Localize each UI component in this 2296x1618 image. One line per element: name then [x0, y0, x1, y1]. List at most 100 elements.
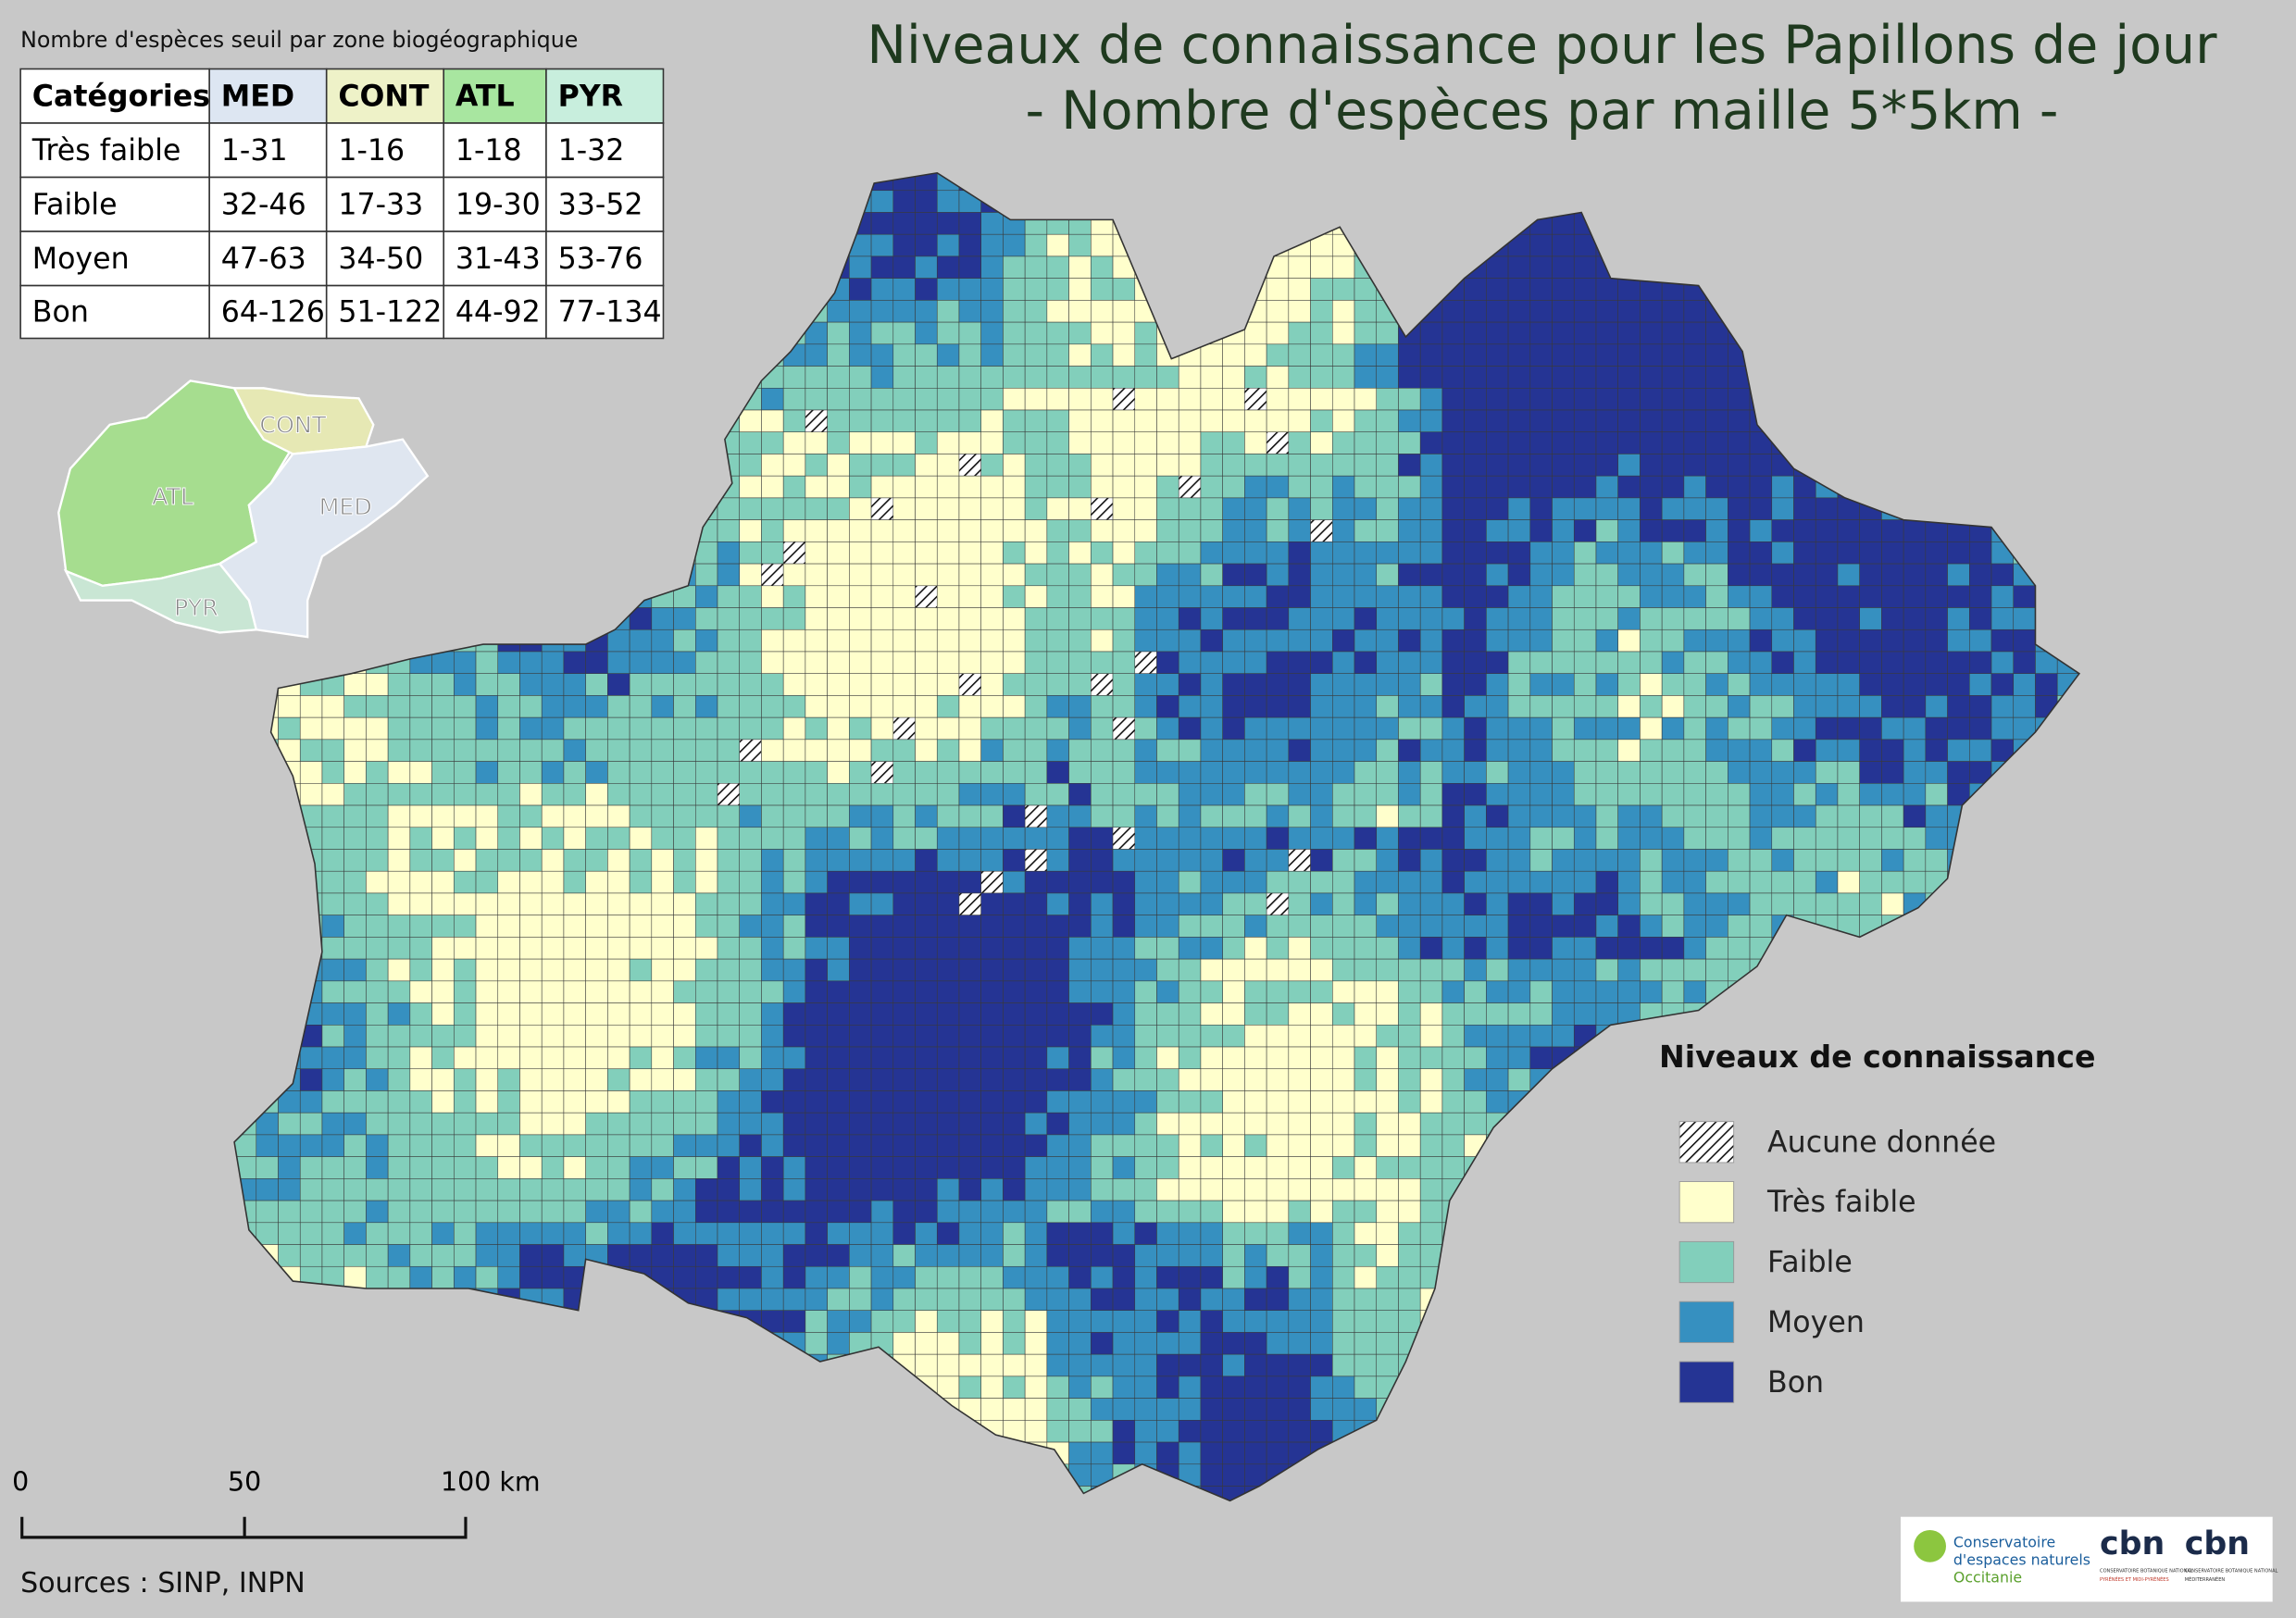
grid-cell — [475, 980, 499, 1003]
grid-cell — [1376, 409, 1399, 433]
grid-cell — [958, 783, 981, 806]
grid-cell — [1969, 695, 1992, 718]
grid-cell — [1332, 915, 1355, 938]
grid-cell — [870, 607, 894, 630]
grid-cell — [431, 716, 455, 741]
grid-cell — [980, 1398, 1004, 1421]
grid-cell — [1815, 761, 1839, 784]
grid-cell — [849, 673, 872, 696]
grid-cell — [1046, 585, 1069, 608]
grid-cell — [1200, 980, 1223, 1003]
grid-cell — [585, 1222, 608, 1245]
grid-cell — [541, 1265, 565, 1289]
grid-cell — [1529, 804, 1553, 828]
grid-cell — [1310, 519, 1333, 542]
grid-cell — [541, 1178, 565, 1201]
grid-cell — [1046, 475, 1069, 499]
grid-cell — [1068, 1178, 1092, 1201]
grid-cell — [1507, 409, 1531, 433]
grid-cell — [1024, 804, 1048, 828]
grid-cell — [1068, 716, 1092, 741]
grid-cell — [827, 366, 850, 389]
grid-cell — [1003, 1178, 1026, 1201]
grid-cell — [1266, 1046, 1290, 1070]
grid-cell — [1398, 1002, 1421, 1026]
grid-cell — [673, 673, 696, 696]
grid-cell — [1441, 1046, 1465, 1070]
grid-cell — [1310, 366, 1333, 389]
grid-cell — [1573, 892, 1597, 915]
grid-cell — [1486, 255, 1509, 279]
grid-cell — [1441, 343, 1465, 367]
grid-cell — [1091, 783, 1114, 806]
grid-cell — [343, 761, 367, 784]
grid-cell — [1376, 804, 1399, 828]
grid-cell — [1595, 563, 1618, 587]
grid-cell — [1595, 300, 1618, 323]
grid-cell — [1134, 761, 1157, 784]
grid-cell — [870, 343, 894, 367]
grid-cell — [321, 1112, 344, 1136]
grid-cell — [1134, 585, 1157, 608]
grid-cell — [892, 716, 916, 741]
table-header-text: MED — [221, 80, 294, 113]
grid-cell — [1419, 563, 1443, 587]
grid-cell — [870, 695, 894, 718]
grid-cell — [454, 1222, 477, 1245]
grid-cell — [761, 541, 784, 565]
grid-cell — [870, 1244, 894, 1267]
grid-cell — [915, 255, 938, 279]
grid-cell — [980, 475, 1004, 499]
grid-cell — [849, 1200, 872, 1224]
table-cell-text: 77-134 — [558, 296, 662, 330]
grid-cell — [915, 695, 938, 718]
grid-cell — [1705, 388, 1728, 411]
grid-cell — [1178, 1134, 1202, 1157]
grid-cell — [1398, 651, 1421, 674]
grid-cell — [1003, 629, 1026, 653]
grid-cell — [1134, 1046, 1157, 1070]
grid-cell — [1354, 321, 1378, 345]
table-header-text: ATL — [455, 80, 515, 113]
grid-cell — [343, 1002, 367, 1026]
grid-cell — [673, 804, 696, 828]
grid-cell — [1091, 541, 1114, 565]
grid-cell — [1354, 783, 1378, 806]
grid-cell — [1529, 695, 1553, 718]
table-header-text: PYR — [558, 80, 623, 113]
table-cell — [325, 284, 445, 340]
grid-cell — [1024, 541, 1048, 565]
grid-cell — [915, 563, 938, 587]
grid-cell — [1925, 585, 1948, 608]
grid-cell — [1046, 1420, 1069, 1443]
grid-cell — [1156, 1134, 1179, 1157]
grid-cell — [1728, 783, 1751, 806]
grid-cell — [1244, 343, 1267, 367]
grid-cell — [541, 1025, 565, 1048]
grid-cell — [431, 739, 455, 762]
grid-cell — [1859, 827, 1882, 850]
grid-cell — [739, 1025, 762, 1048]
grid-cell — [1156, 1112, 1179, 1136]
grid-cell — [717, 629, 741, 653]
grid-cell — [278, 1156, 301, 1179]
grid-cell — [475, 695, 499, 718]
grid-cell — [1068, 980, 1092, 1003]
grid-cell — [782, 431, 806, 454]
grid-cell — [915, 673, 938, 696]
grid-cell — [1793, 804, 1816, 828]
grid-cell — [980, 431, 1004, 454]
grid-cell — [585, 783, 608, 806]
grid-cell — [343, 980, 367, 1003]
grid-cell — [1595, 585, 1618, 608]
grid-cell — [1552, 607, 1575, 630]
grid-cell — [1266, 892, 1290, 915]
grid-cell — [1947, 695, 1970, 718]
grid-cell — [1288, 1090, 1311, 1114]
grid-cell — [694, 892, 718, 915]
grid-cell — [1266, 1002, 1290, 1026]
grid-cell — [431, 849, 455, 872]
grid-cell — [1046, 849, 1069, 872]
grid-cell — [1156, 366, 1179, 389]
